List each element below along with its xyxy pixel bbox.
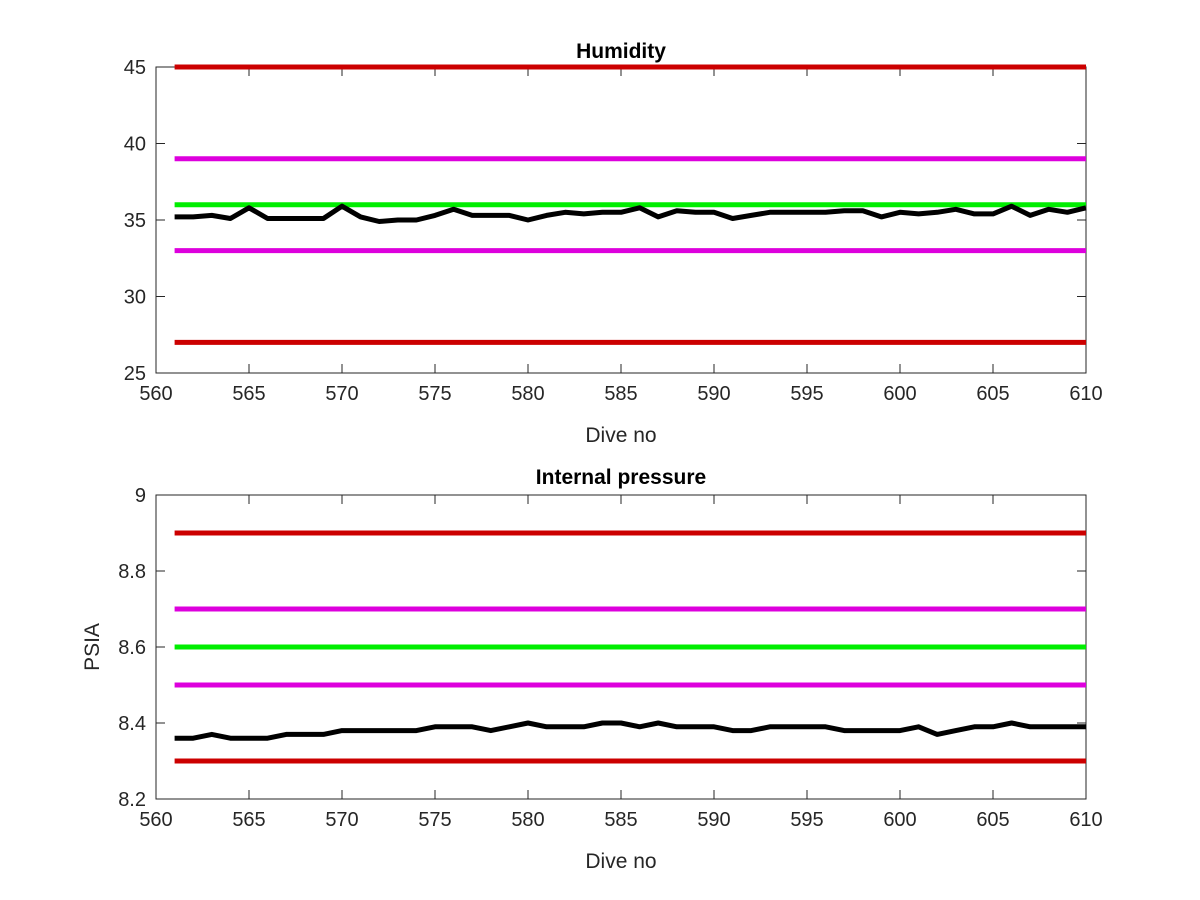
y-tick-label: 8.8: [118, 561, 146, 583]
y-tick-label: 40: [124, 134, 146, 156]
x-tick-label: 575: [418, 383, 451, 405]
chart-title: Internal pressure: [536, 466, 706, 489]
x-tick-label: 600: [883, 383, 916, 405]
x-axis-label: Dive no: [585, 850, 656, 873]
x-tick-label: 610: [1069, 383, 1102, 405]
x-tick-label: 570: [325, 809, 358, 831]
x-tick-label: 560: [139, 809, 172, 831]
measurement-line: [174, 720, 1086, 741]
x-tick-label: 560: [139, 383, 172, 405]
x-tick-label: 575: [418, 809, 451, 831]
x-tick-label: 605: [976, 809, 1009, 831]
x-tick-label: 570: [325, 383, 358, 405]
humidity-chart: Humidity Dive no 560 565 570 575 580 585 590 59…: [124, 40, 1103, 447]
x-tick-label: 585: [604, 809, 637, 831]
y-tick-label: 30: [124, 287, 146, 309]
x-tick-label: 595: [790, 809, 823, 831]
x-tick-label: 580: [511, 809, 544, 831]
y-tick-label: 8.6: [118, 637, 146, 659]
chart-title: Humidity: [576, 40, 666, 63]
y-tick-label: 45: [124, 57, 146, 79]
y-tick-label: 8.2: [118, 789, 146, 811]
x-tick-label: 580: [511, 383, 544, 405]
x-tick-label: 595: [790, 383, 823, 405]
x-tick-label: 565: [232, 809, 265, 831]
x-tick-label: 585: [604, 383, 637, 405]
x-tick-label: 590: [697, 383, 730, 405]
x-tick-label: 600: [883, 809, 916, 831]
y-tick-label: 25: [124, 363, 146, 385]
x-tick-label: 590: [697, 809, 730, 831]
x-tick-label: 605: [976, 383, 1009, 405]
x-axis-label: Dive no: [585, 424, 656, 447]
measurement-line: [174, 203, 1087, 224]
x-tick-label: 565: [232, 383, 265, 405]
y-axis-label: PSIA: [81, 623, 104, 671]
x-tick-label: 610: [1069, 809, 1102, 831]
y-tick-label: 9: [135, 485, 146, 507]
y-tick-label: 35: [124, 210, 146, 232]
internal-pressure-chart: Internal pressure Dive no PSIA 560 565 570…: [81, 466, 1103, 873]
y-tick-label: 8.4: [118, 713, 146, 735]
